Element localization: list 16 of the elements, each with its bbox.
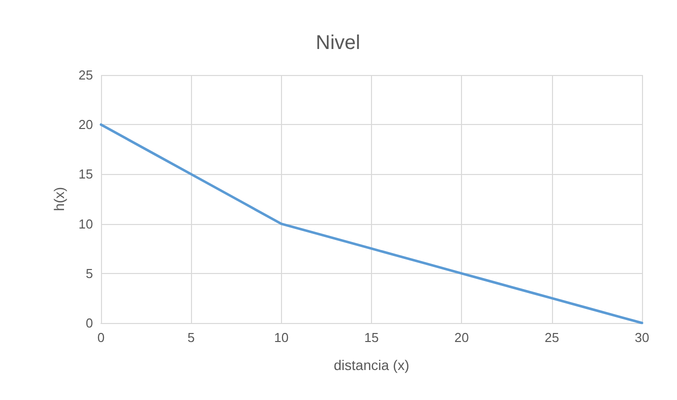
y-axis-title: h(x) [51,186,67,212]
x-tick-label: 30 [634,330,650,345]
x-axis-title: distancia (x) [334,357,410,373]
y-tick-label: 0 [86,316,93,330]
x-tick-label: 0 [97,330,105,345]
x-tick-label: 20 [454,330,469,345]
y-tick-label: 5 [86,266,93,281]
y-tick-label: 20 [78,117,93,132]
x-tick-label: 25 [544,330,560,345]
x-tick-label: 15 [364,330,379,345]
chart-title: Nivel [316,32,360,54]
x-tick-label: 10 [274,330,289,345]
x-tick-label: 5 [188,330,195,345]
y-tick-label: 15 [78,166,93,182]
y-tick-label: 10 [78,216,93,232]
y-tick-label: 25 [78,68,93,82]
